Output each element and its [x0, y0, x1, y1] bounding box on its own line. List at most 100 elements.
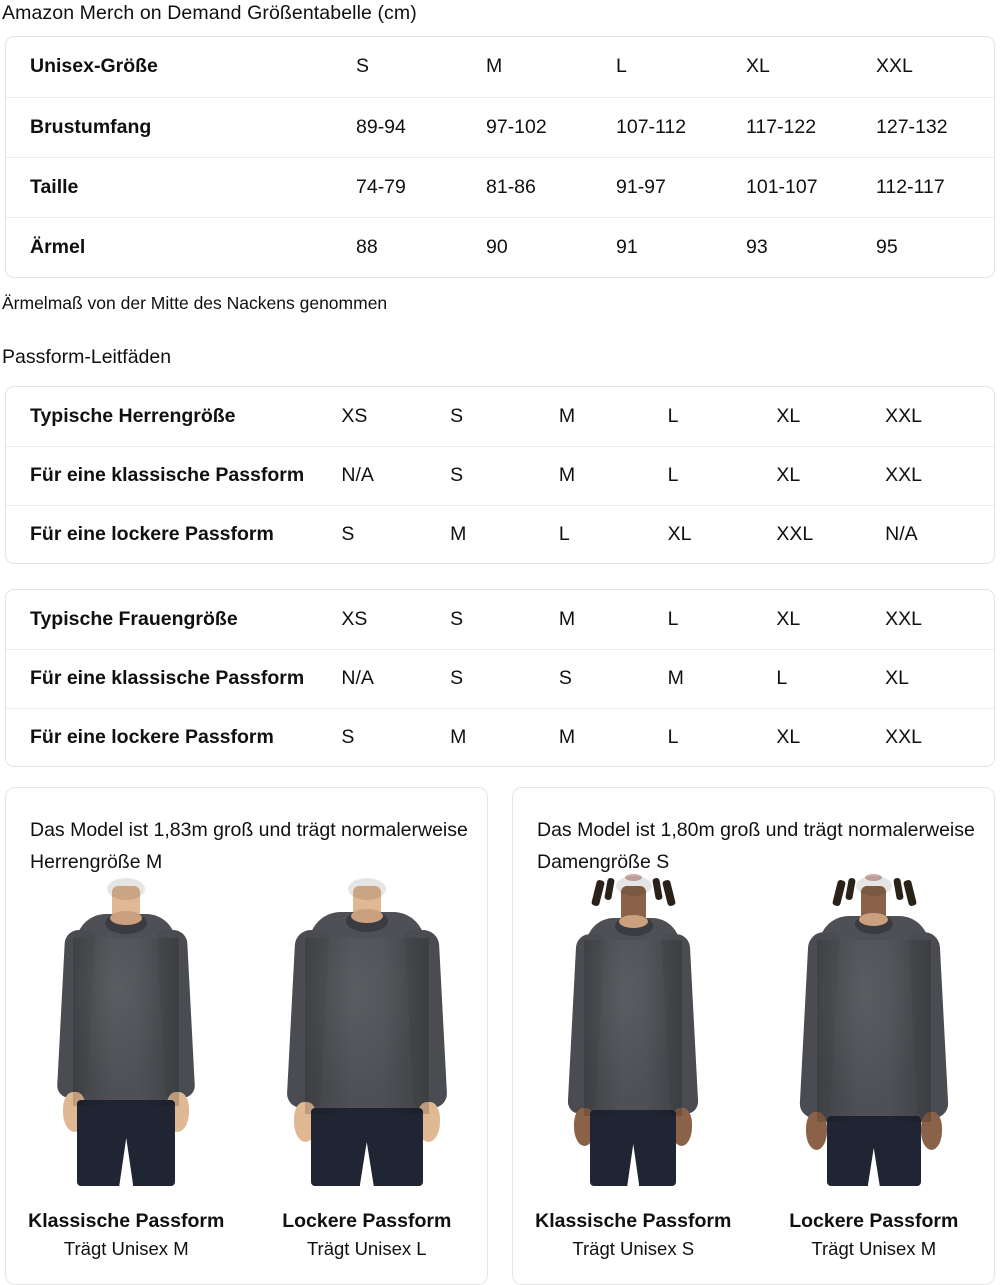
cell-men-typical-2: S: [450, 404, 464, 427]
cell-women-classic-4: M: [667, 648, 777, 708]
womens-classic-fit-title: Klassische Passform: [535, 1210, 732, 1232]
womens-model-caption: Das Model ist 1,80m groß und trägt norma…: [537, 819, 975, 873]
cell-men-classic-5: XL: [776, 445, 886, 505]
measurements-header-size-m: M: [486, 55, 503, 78]
mens-fit-guide-card: Typische Herrengröße XS S M L XL XXL Für…: [5, 386, 995, 564]
mens-loose-fit-photo: [247, 878, 488, 1186]
measurements-table-card: Unisex-Größe S M L XL XXL Brustumfang 89…: [5, 36, 995, 278]
mens-classic-fit-subtitle: Trägt Unisex M: [63, 1238, 189, 1259]
womens-fit-labels: Klassische Passform Trägt Unisex S Locke…: [513, 1207, 994, 1262]
cell-waist-m: 81-86: [486, 156, 616, 217]
mens-model-card: Das Model ist 1,83m groß und trägt norma…: [5, 787, 488, 1285]
mens-fit-guide-table: Typische Herrengröße XS S M L XL XXL Für…: [6, 387, 994, 563]
cell-men-classic-4: L: [667, 445, 777, 505]
womens-fit-guide-table: Typische Frauengröße XS S M L XL XXL Für…: [6, 590, 994, 766]
row-label-typical-mens-size: Typische Herrengröße: [30, 404, 236, 427]
row-label-waist: Taille: [6, 156, 356, 217]
cell-women-classic-6: XL: [885, 648, 994, 708]
womens-classic-fit-label: Klassische Passform Trägt Unisex S: [513, 1207, 754, 1262]
cell-women-classic-1: N/A: [341, 648, 451, 708]
mens-loose-fit-subtitle: Trägt Unisex L: [306, 1238, 427, 1259]
womens-fit-guide-card: Typische Frauengröße XS S M L XL XXL Für…: [5, 589, 995, 767]
cell-men-loose-3: L: [558, 504, 668, 563]
row-label-typical-womens-size: Typische Frauengröße: [30, 607, 238, 630]
womens-classic-fit-subtitle: Trägt Unisex S: [572, 1238, 695, 1259]
cell-women-typical-4: L: [667, 607, 679, 630]
cell-men-loose-6: N/A: [885, 504, 994, 563]
cell-women-typical-6: XXL: [885, 607, 923, 630]
womens-loose-fit-label: Lockere Passform Trägt Unisex M: [754, 1207, 995, 1262]
cell-men-loose-5: XXL: [776, 504, 886, 563]
cell-men-classic-1: N/A: [341, 445, 451, 505]
cell-women-classic-5: L: [776, 648, 886, 708]
cell-women-typical-5: XL: [776, 607, 801, 630]
cell-chest-s: 89-94: [356, 96, 486, 157]
cell-women-loose-2: M: [450, 707, 559, 766]
row-label-women-loose-fit: Für eine lockere Passform: [6, 707, 342, 766]
mens-model-caption: Das Model ist 1,83m groß und trägt norma…: [30, 819, 468, 873]
mens-classic-fit-title: Klassische Passform: [28, 1210, 225, 1232]
womens-loose-fit-title: Lockere Passform: [789, 1210, 959, 1232]
cell-waist-xxl: 112-117: [876, 156, 994, 217]
womens-loose-fit-subtitle: Trägt Unisex M: [811, 1238, 937, 1259]
cell-men-typical-3: M: [558, 404, 576, 427]
cell-men-classic-6: XXL: [885, 445, 994, 505]
page-title: Amazon Merch on Demand Größentabelle (cm…: [2, 2, 417, 24]
measurements-header-size-l: L: [616, 55, 627, 78]
cell-sleeve-l: 91: [616, 216, 746, 277]
table-row: Typische Frauengröße XS S M L XL XXL: [6, 590, 994, 649]
cell-women-classic-3: S: [558, 648, 668, 708]
cell-chest-xl: 117-122: [746, 96, 876, 157]
cell-men-typical-4: L: [667, 404, 679, 427]
table-row: Für eine lockere Passform S M M L XL XXL: [6, 707, 994, 766]
mens-classic-fit-photo: [6, 878, 247, 1186]
cell-women-loose-5: XL: [776, 707, 886, 766]
table-row: Für eine klassische Passform N/A S S M L…: [6, 648, 994, 708]
cell-men-typical-1: XS: [341, 404, 368, 427]
cell-waist-l: 91-97: [616, 156, 746, 217]
table-row-header: Unisex-Größe S M L XL XXL: [6, 37, 994, 97]
cell-sleeve-xxl: 95: [876, 216, 994, 277]
mens-classic-fit-label: Klassische Passform Trägt Unisex M: [6, 1207, 247, 1262]
table-row: Taille 74-79 81-86 91-97 101-107 112-117: [6, 156, 994, 217]
cell-men-typical-5: XL: [776, 404, 801, 427]
mens-photo-row: [6, 878, 488, 1186]
cell-men-loose-4: XL: [667, 504, 777, 563]
measurements-header-label: Unisex-Größe: [30, 55, 158, 78]
cell-women-loose-3: M: [558, 707, 668, 766]
cell-sleeve-xl: 93: [746, 216, 876, 277]
row-label-sleeve: Ärmel: [6, 216, 356, 277]
cell-men-loose-2: M: [450, 504, 559, 563]
cell-waist-xl: 101-107: [746, 156, 876, 217]
womens-classic-fit-photo: [513, 874, 754, 1186]
womens-model-card: Das Model ist 1,80m groß und trägt norma…: [512, 787, 995, 1285]
cell-men-loose-1: S: [341, 504, 451, 563]
table-row: Für eine klassische Passform N/A S M L X…: [6, 445, 994, 505]
cell-women-loose-1: S: [341, 707, 451, 766]
table-row: Ärmel 88 90 91 93 95: [6, 216, 994, 277]
table-row: Brustumfang 89-94 97-102 107-112 117-122…: [6, 96, 994, 157]
measurements-header-size-s: S: [356, 55, 370, 78]
row-label-men-classic-fit: Für eine klassische Passform: [6, 445, 342, 505]
cell-men-classic-2: S: [450, 445, 559, 505]
cell-women-typical-1: XS: [341, 607, 368, 630]
cell-women-classic-2: S: [450, 648, 559, 708]
measurements-header-size-xxl: XXL: [876, 55, 913, 78]
cell-sleeve-m: 90: [486, 216, 616, 277]
row-label-women-classic-fit: Für eine klassische Passform: [6, 648, 342, 708]
cell-chest-m: 97-102: [486, 96, 616, 157]
row-label-chest: Brustumfang: [6, 96, 356, 157]
cell-chest-l: 107-112: [616, 96, 746, 157]
table-row: Für eine lockere Passform S M L XL XXL N…: [6, 504, 994, 563]
cell-women-loose-4: L: [667, 707, 777, 766]
fit-guides-heading: Passform-Leitfäden: [2, 346, 172, 368]
measurements-table: Unisex-Größe S M L XL XXL Brustumfang 89…: [6, 37, 994, 277]
womens-photo-row: [513, 874, 995, 1186]
cell-chest-xxl: 127-132: [876, 96, 994, 157]
sleeve-measurement-note: Ärmelmaß von der Mitte des Nackens genom…: [2, 293, 388, 313]
womens-loose-fit-photo: [754, 874, 995, 1186]
cell-women-typical-2: S: [450, 607, 464, 630]
row-label-men-loose-fit: Für eine lockere Passform: [6, 504, 342, 563]
cell-men-classic-3: M: [558, 445, 668, 505]
